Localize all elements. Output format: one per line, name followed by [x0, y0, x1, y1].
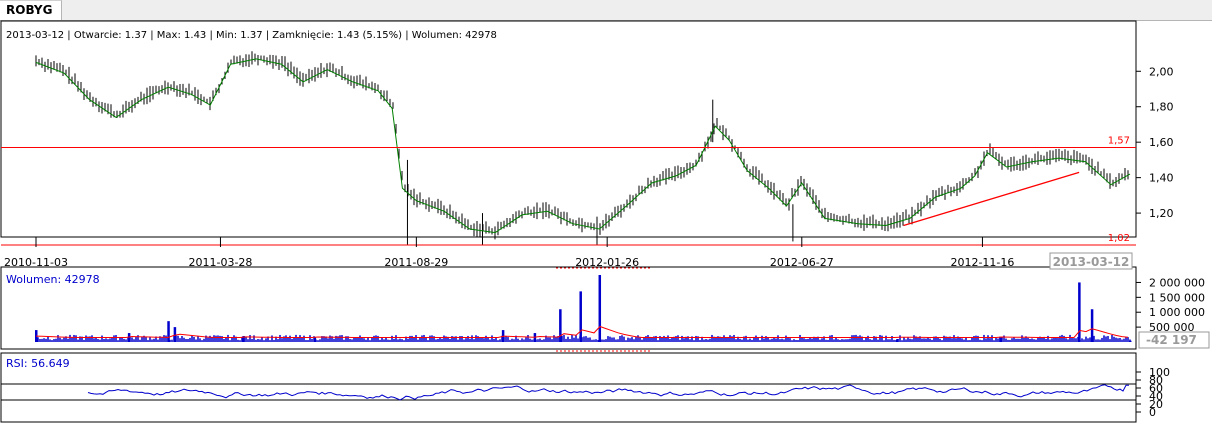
- volume-spike: [1090, 309, 1094, 342]
- volume-panel-frame: [0, 266, 1137, 350]
- time-xtick-label: 2012-06-27: [770, 256, 834, 269]
- volume-ytick-label: 500 000: [1149, 321, 1195, 334]
- price-panel-frame: [0, 20, 1137, 238]
- volume-spike: [173, 327, 177, 342]
- volume-ytick-label: 1 000 000: [1149, 306, 1205, 319]
- rsi-ytick-label: 100: [1149, 366, 1170, 379]
- price-ytick-label: 1,60: [1149, 136, 1174, 149]
- rsi-panel-frame: [0, 352, 1137, 423]
- volume-spike: [896, 339, 899, 342]
- hline-label: 1,02: [1108, 233, 1130, 244]
- volume-cursor-box: [1138, 331, 1210, 349]
- trendline: [903, 171, 1080, 227]
- rsi-ytick-label: 40: [1149, 390, 1163, 403]
- volume-spike: [559, 309, 562, 342]
- hline-label: 1,57: [1108, 136, 1130, 147]
- volume-spike: [127, 333, 131, 342]
- rsi-ytick-label: 20: [1149, 398, 1163, 411]
- volume-ytick-label: 2 000 000: [1149, 276, 1205, 289]
- time-xtick-label: 2011-08-29: [384, 256, 448, 269]
- rsi-ytick-label: 0: [1149, 406, 1156, 419]
- rsi-label: RSI: 56.649: [6, 357, 70, 370]
- volume-spike: [1078, 282, 1081, 342]
- time-xtick-label: 2012-01-26: [575, 256, 639, 269]
- volume-spike: [999, 337, 1002, 342]
- price-ytick-label: 1,80: [1149, 101, 1174, 114]
- price-ytick-label: 1,20: [1149, 207, 1174, 220]
- rsi-ytick-label: 60: [1149, 382, 1163, 395]
- price-ytick-label: 2,00: [1149, 65, 1174, 78]
- cursor-date-box: [1049, 252, 1133, 270]
- volume-spike: [167, 321, 170, 342]
- price-ytick-label: 1,40: [1149, 172, 1174, 185]
- volume-ma-line: [35, 325, 1129, 339]
- time-xtick-label: 2011-03-28: [188, 256, 252, 269]
- volume-label: Wolumen: 42978: [6, 273, 100, 286]
- chart-canvas[interactable]: 1,57 1,02 2,00 1,80 1,60 1,40 1,20 2010-11-03 20…: [0, 20, 1212, 424]
- tab-bar: ROBYG: [0, 0, 1212, 21]
- volume-spike: [598, 275, 602, 342]
- time-xtick-label: 2010-11-03: [4, 256, 68, 269]
- volume-spike: [579, 291, 582, 342]
- rsi-line: [87, 384, 1129, 401]
- tab-robyg[interactable]: ROBYG: [0, 0, 62, 20]
- volume-spike: [1129, 340, 1132, 342]
- moving-average-line: [35, 58, 1131, 234]
- volume-spike: [242, 336, 245, 342]
- volume-spike: [313, 337, 317, 342]
- volume-cursor-value: -42 197: [1146, 333, 1197, 347]
- cursor-date: 2013-03-12: [1053, 255, 1130, 269]
- volume-ytick-label: 1 500 000: [1149, 291, 1205, 304]
- rsi-ytick-label: 80: [1149, 374, 1163, 387]
- info-line: 2013-03-12 | Otwarcie: 1.37 | Max: 1.43 …: [6, 30, 497, 41]
- time-xtick-label: 2012-11-16: [950, 256, 1014, 269]
